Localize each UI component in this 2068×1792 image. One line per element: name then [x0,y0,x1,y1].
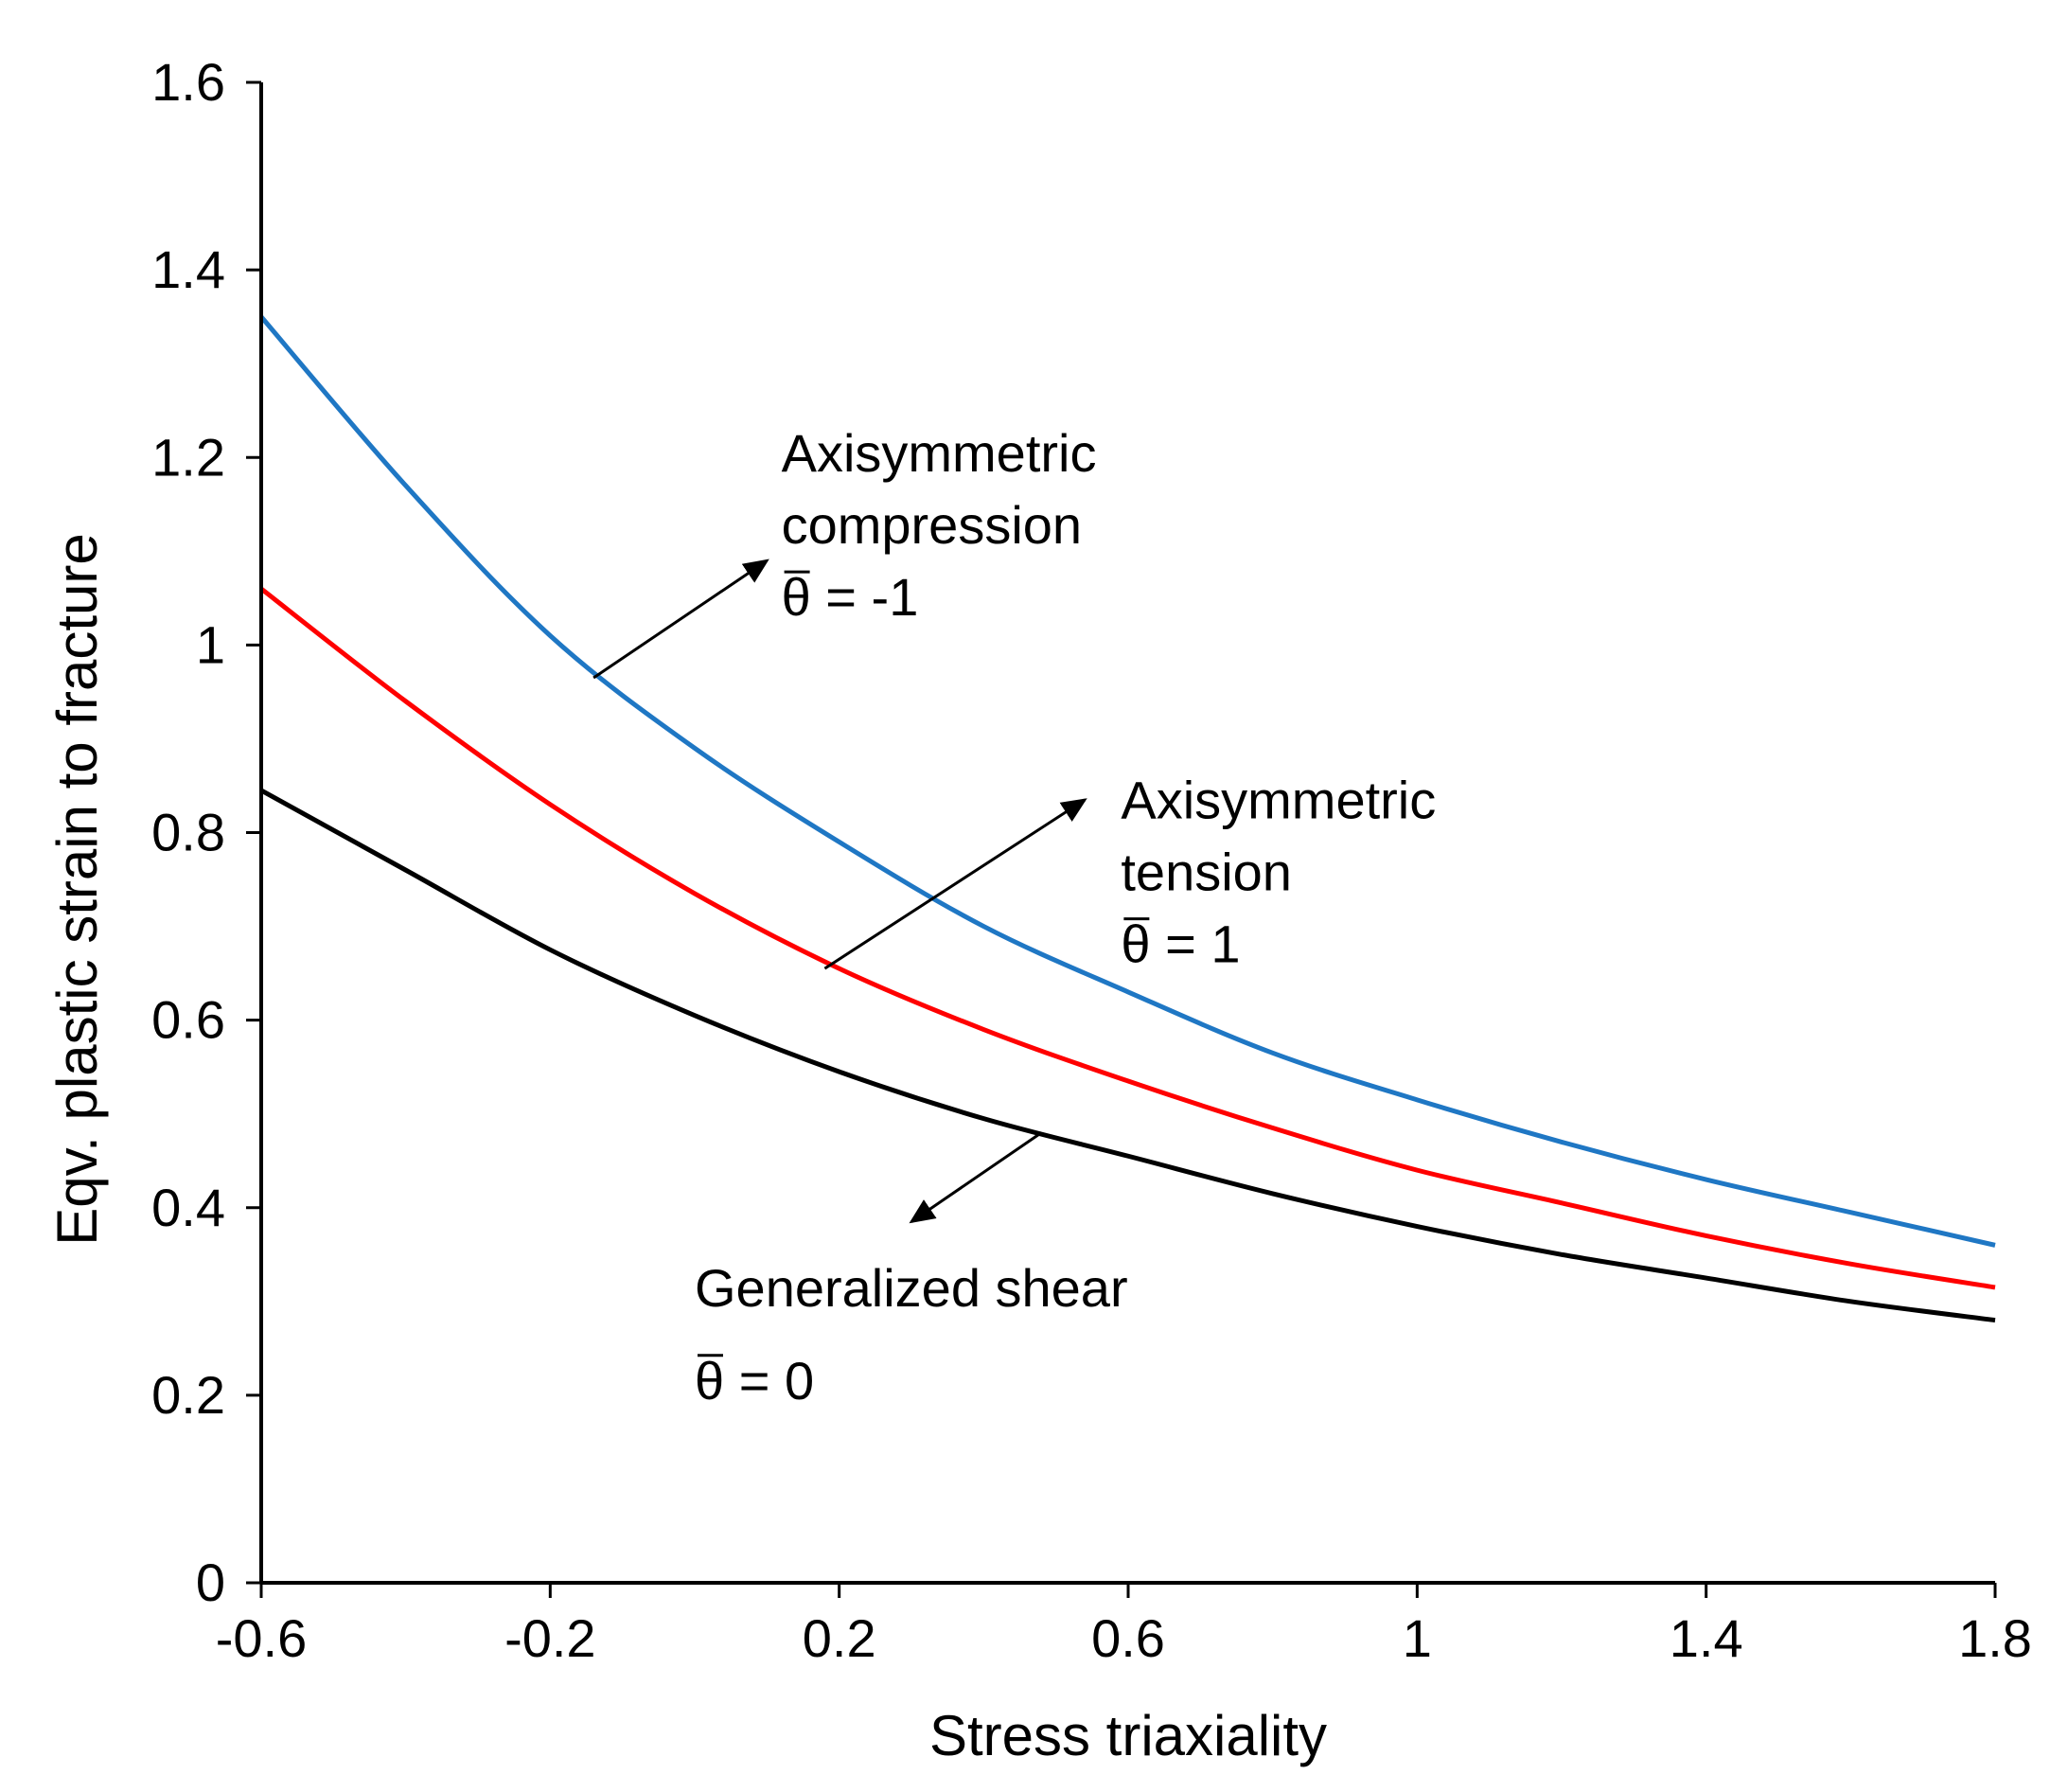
series-lines [259,315,1996,1323]
annotation-text: Axisymmetric [1121,771,1436,830]
x-tick-label: 0.6 [1091,1608,1165,1668]
annotation-text: θ = -1 [782,567,919,627]
x-tick-label: -0.2 [504,1608,596,1668]
annotation-text: θ = 1 [1121,914,1240,974]
annotation-text: compression [782,495,1082,555]
y-tick-label: 0 [196,1552,225,1612]
y-tick-label: 0.8 [151,803,225,862]
y-tick-label: 0.6 [151,990,225,1050]
annotation-arrow-0 [592,559,769,680]
series-line-2 [259,788,1996,1323]
series-line-0 [259,315,1996,1248]
annotation-arrow-1 [823,798,1087,970]
ticks: 0 0.2 0.4 0.6 0.8 1 1.2 1.4 1.6 -0.6 -0.2 0.2 0.6 1 1.… [151,52,2032,1668]
y-tick-label: 0.4 [151,1178,225,1237]
x-tick-label: 1 [1403,1608,1432,1668]
annotation-text: Axisymmetric [782,423,1097,483]
annotation-text: tension [1121,843,1292,902]
x-axis-title: Stress triaxiality [929,1704,1327,1767]
annotation-text: Generalized shear [695,1258,1128,1318]
axes [259,82,1995,1585]
x-tick-label: 0.2 [803,1608,876,1668]
y-tick-label: 0.2 [151,1365,225,1425]
x-tick-label: -0.6 [216,1608,308,1668]
y-tick-label: 1.4 [151,240,225,299]
annotations: Axisymmetric compression θ = -1 Axisymmetri… [592,423,1436,1411]
annotation-arrow-2 [909,1131,1043,1224]
x-tick-label: 1.4 [1670,1608,1743,1668]
x-tick-label: 1.8 [1958,1608,2032,1668]
y-axis-title: Eqv. plastic strain to fracture [45,533,109,1246]
y-tick-label: 1 [196,614,225,674]
annotation-text: θ = 0 [695,1351,814,1411]
series-line-1 [259,586,1996,1290]
y-tick-label: 1.6 [151,52,225,112]
y-tick-label: 1.2 [151,427,225,487]
